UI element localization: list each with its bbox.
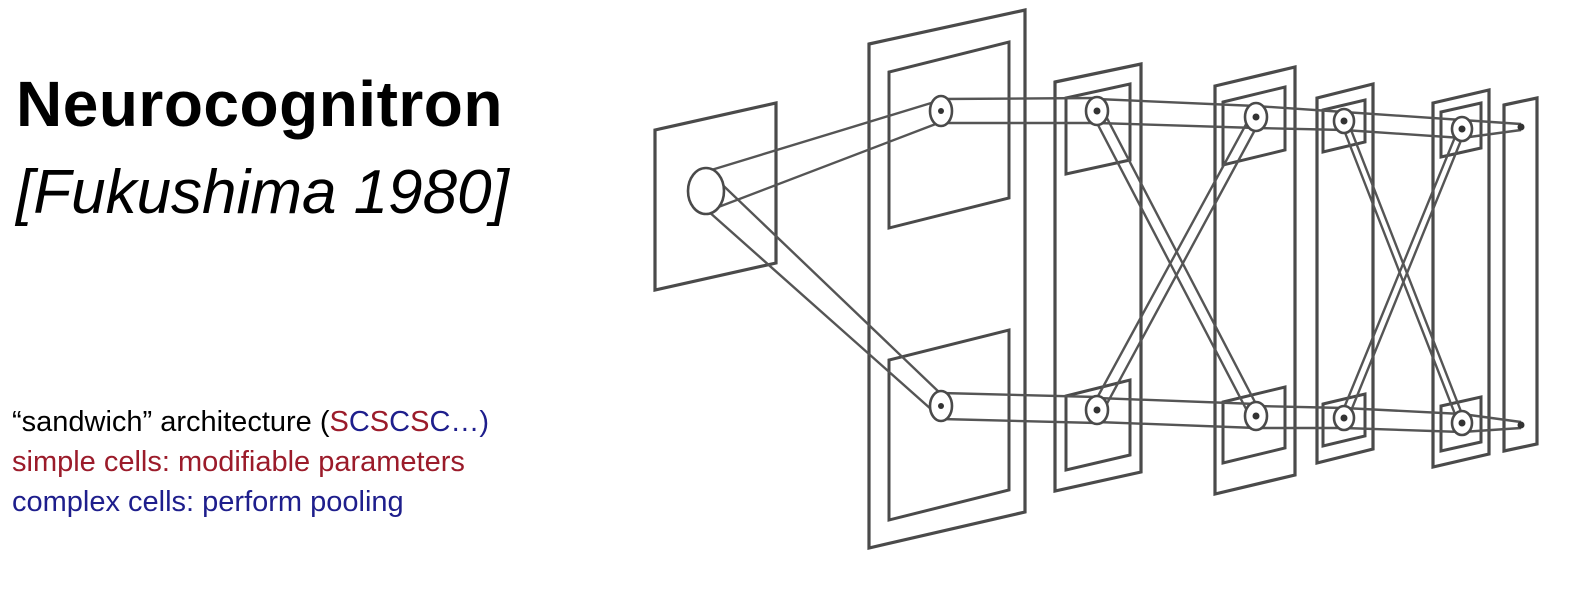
layer-4-bottom-plane [1321,392,1367,448]
output-bottom-unit [1517,421,1525,429]
layer-3-bottom-plane [1221,385,1287,465]
simple-cells-note: simple cells: modifiable parameters [12,446,465,478]
sequence-s-1: S [329,406,349,438]
connections-layer-1-to-layer-2 [940,96,1098,425]
layer-5-top-plane [1439,101,1483,159]
sequence-c-3: C [429,406,451,438]
input-plane [653,101,778,292]
input-receptive-field [686,166,726,216]
sequence-c-1: C [348,406,370,438]
slide-title: Neurocognitron [16,68,503,140]
sandwich-label: “sandwich” architecture ( [12,406,330,438]
sequence-s-2: S [369,406,390,438]
layer-4-top-plane [1321,98,1367,154]
sequence-ellipsis: …) [450,406,490,438]
layer-4-outer [1315,81,1375,466]
sequence-s-3: S [410,406,430,438]
slide-citation: [Fukushima 1980] [16,158,509,227]
notes-block: “sandwich” architecture (SCSCSC…) simple… [12,402,489,522]
connections-layer-4-to-layer-5 [1342,110,1464,434]
connections-layer-5-to-output [1461,118,1522,434]
connections-layer-3-to-layer-4 [1255,104,1345,430]
layer-1-top-plane [887,40,1011,230]
layer-5-outer [1431,87,1491,470]
sandwich-architecture-line: “sandwich” architecture (SCSCSC…) [12,402,489,442]
layer-1-bottom-plane [887,328,1011,522]
layer-3-top-plane [1221,85,1287,167]
layer-2-bottom-plane [1064,378,1132,472]
layer-3-outer [1213,64,1297,497]
complex-cells-note: complex cells: perform pooling [12,486,404,518]
connections-layer-2-to-layer-3 [1095,97,1258,430]
layer-5-bottom-plane [1439,395,1483,453]
layer-2-outer [1053,62,1143,493]
layer-1-outer [867,8,1027,551]
connections-input-to-layer-1 [707,98,942,419]
output-plane [1502,96,1539,453]
output-top-unit [1517,123,1525,131]
sequence-c-2: C [389,406,411,438]
